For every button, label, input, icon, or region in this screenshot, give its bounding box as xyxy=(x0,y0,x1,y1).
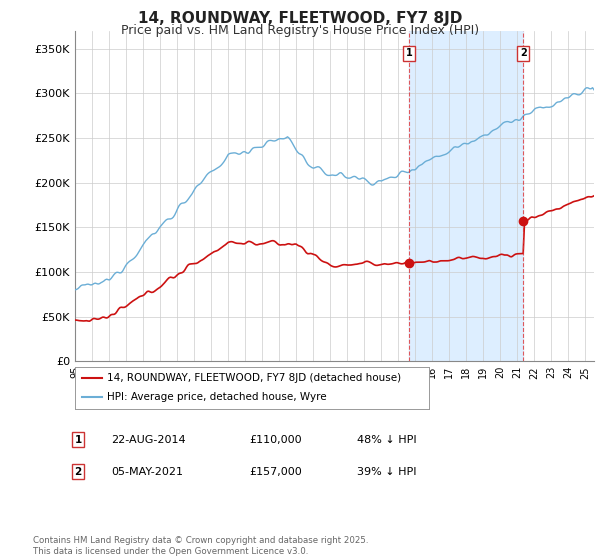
Text: 22-AUG-2014: 22-AUG-2014 xyxy=(111,435,185,445)
Text: 2: 2 xyxy=(520,48,527,58)
Text: Contains HM Land Registry data © Crown copyright and database right 2025.
This d: Contains HM Land Registry data © Crown c… xyxy=(33,536,368,556)
Text: £110,000: £110,000 xyxy=(249,435,302,445)
Text: 39% ↓ HPI: 39% ↓ HPI xyxy=(357,466,416,477)
Text: 2: 2 xyxy=(74,466,82,477)
Bar xyxy=(409,31,523,361)
Text: Price paid vs. HM Land Registry's House Price Index (HPI): Price paid vs. HM Land Registry's House … xyxy=(121,24,479,36)
Text: 1: 1 xyxy=(74,435,82,445)
Text: 1: 1 xyxy=(406,48,413,58)
Text: 14, ROUNDWAY, FLEETWOOD, FY7 8JD (detached house): 14, ROUNDWAY, FLEETWOOD, FY7 8JD (detach… xyxy=(107,373,401,383)
Text: 48% ↓ HPI: 48% ↓ HPI xyxy=(357,435,416,445)
Text: 14, ROUNDWAY, FLEETWOOD, FY7 8JD: 14, ROUNDWAY, FLEETWOOD, FY7 8JD xyxy=(138,11,462,26)
Text: HPI: Average price, detached house, Wyre: HPI: Average price, detached house, Wyre xyxy=(107,393,326,403)
Text: 05-MAY-2021: 05-MAY-2021 xyxy=(111,466,183,477)
Text: £157,000: £157,000 xyxy=(249,466,302,477)
